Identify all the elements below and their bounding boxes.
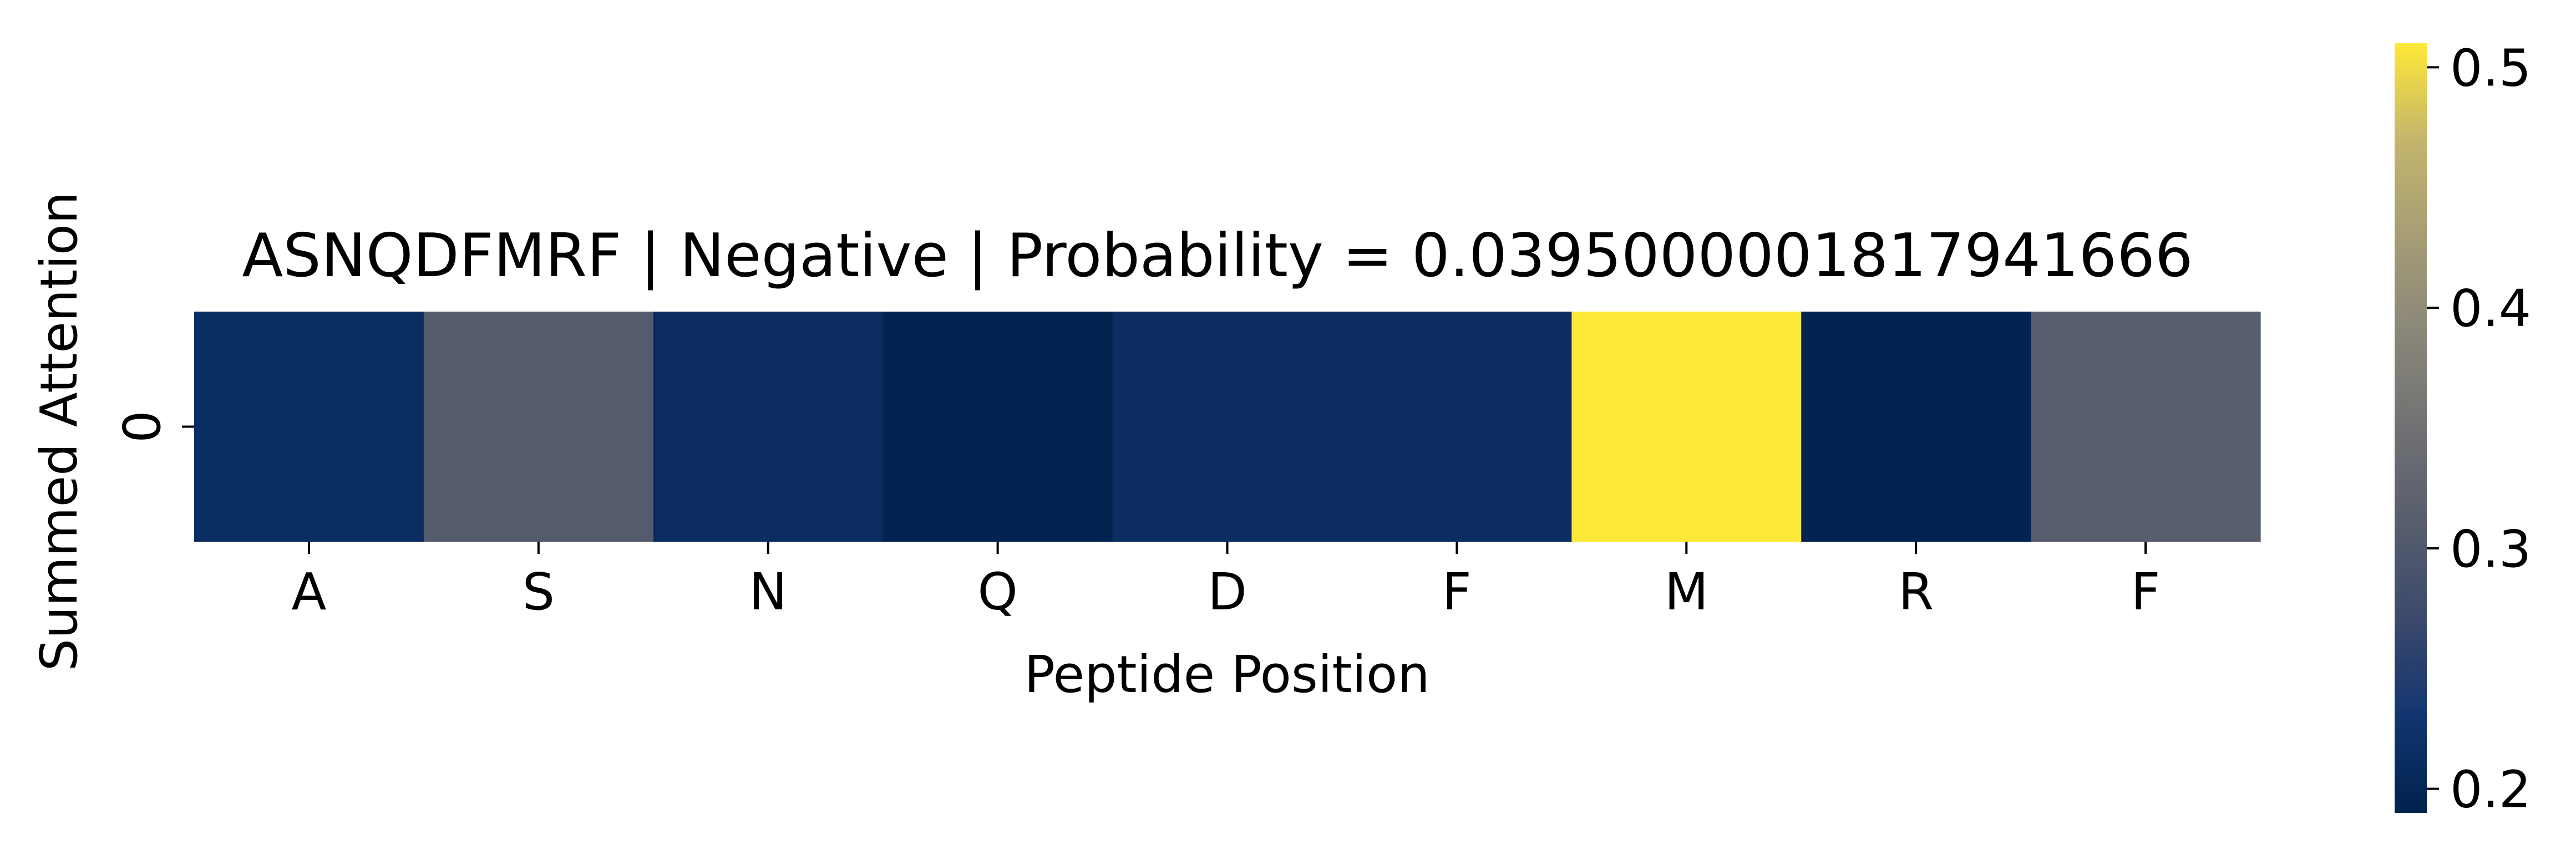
colorbar-tick-label: 0.2 [2450, 760, 2531, 820]
heatmap-cell [2031, 312, 2261, 542]
heatmap-cell [423, 312, 654, 542]
colorbar: 0.2 0.3 0.4 0.5 [2395, 38, 2531, 820]
colorbar-axis: 0.2 0.3 0.4 0.5 [2427, 38, 2531, 820]
x-tick-label: N [749, 562, 787, 622]
heatmap-cell [1801, 312, 2031, 542]
y-tick-label: 0 [113, 410, 172, 443]
x-tick-label: F [1442, 562, 1472, 622]
heatmap-cell [653, 312, 884, 542]
x-tick-label: F [2131, 562, 2161, 622]
x-tick-label: R [1898, 562, 1934, 622]
chart-title: ASNQDFMRF | Negative | Probability = 0.0… [242, 221, 2193, 291]
heatmap-cell [1571, 312, 1802, 542]
x-tick-label: Q [977, 562, 1017, 622]
heatmap-cells [194, 312, 2261, 542]
y-axis: 0 [113, 410, 194, 443]
colorbar-tick-label: 0.4 [2450, 279, 2531, 338]
heatmap-cell [1342, 312, 1572, 542]
x-tick-label: M [1665, 562, 1708, 622]
x-tick-label: D [1208, 562, 1247, 622]
colorbar-tick-label: 0.3 [2450, 520, 2531, 579]
x-axis-label: Peptide Position [1024, 645, 1429, 704]
heatmap-cell [194, 312, 424, 542]
heatmap-cell [883, 312, 1113, 542]
colorbar-tick-label: 0.5 [2450, 38, 2531, 98]
x-tick-label: S [523, 562, 555, 622]
heatmap-cell [1112, 312, 1343, 542]
y-axis-label: Summed Attention [29, 192, 89, 671]
colorbar-gradient [2395, 43, 2427, 813]
x-tick-label: A [291, 562, 326, 622]
